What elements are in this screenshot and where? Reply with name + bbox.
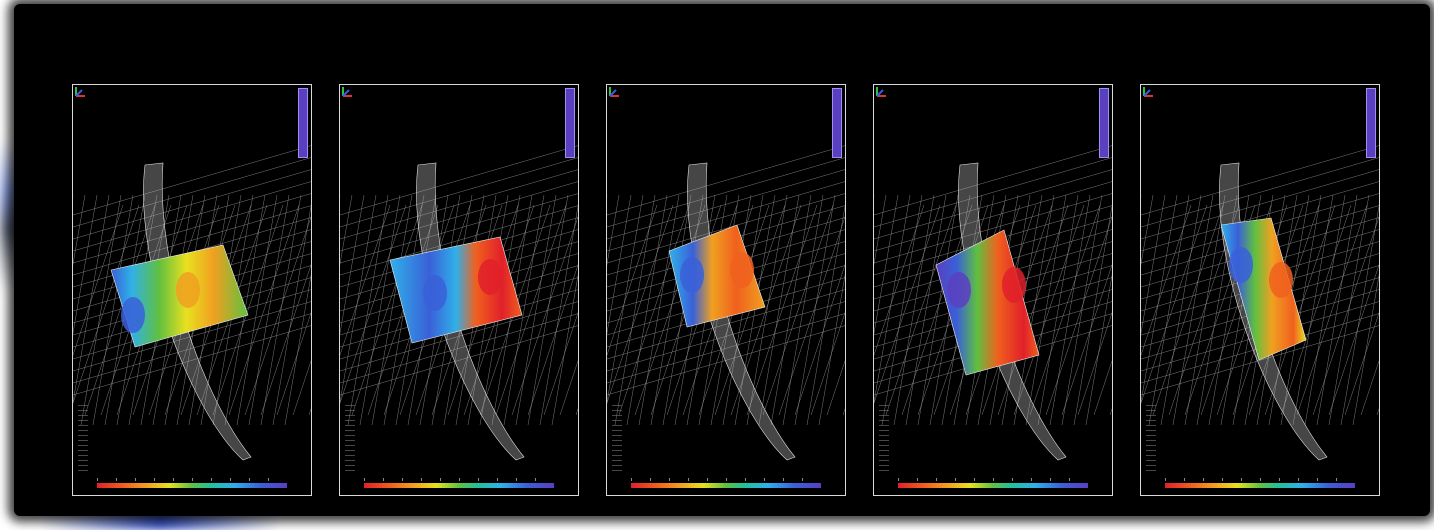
panel-4 (873, 84, 1113, 496)
legend-text-block (78, 405, 88, 475)
axis-triad-icon (75, 87, 85, 97)
side-label-tag (832, 88, 842, 158)
mesh-scene (73, 145, 311, 461)
contour-spot (1229, 247, 1253, 283)
axis-triad-icon (342, 87, 352, 97)
contour-spot (478, 259, 502, 295)
side-label-tag (298, 88, 308, 158)
colorbar-ticks (364, 478, 554, 481)
side-label-tag (565, 88, 575, 158)
contour-block (935, 229, 1040, 376)
colorbar (364, 483, 554, 488)
legend-text-block (1146, 405, 1156, 475)
axis-triad-icon (1143, 87, 1153, 97)
mesh-scene (874, 145, 1112, 461)
panel-3 (606, 84, 846, 496)
mesh-scene (607, 145, 845, 461)
contour-spot (121, 297, 145, 333)
contour-spot (1269, 262, 1293, 298)
axis-triad-icon (876, 87, 886, 97)
colorbar-ticks (898, 478, 1088, 481)
legend-text-block (612, 405, 622, 475)
contour-block (668, 224, 766, 328)
contour-spot (176, 272, 200, 308)
side-label-tag (1366, 88, 1376, 158)
contour-spot (947, 272, 971, 308)
colorbar (631, 483, 821, 488)
colorbar-ticks (97, 478, 287, 481)
colorbar-ticks (1165, 478, 1355, 481)
mesh-scene (340, 145, 578, 461)
panel-5 (1140, 84, 1380, 496)
mesh-scene (1141, 145, 1379, 461)
colorbar-ticks (631, 478, 821, 481)
panel-2 (339, 84, 579, 496)
panel-1 (72, 84, 312, 496)
contour-block (389, 236, 523, 344)
contour-spot (680, 257, 704, 293)
colorbar (97, 483, 287, 488)
colorbar (1165, 483, 1355, 488)
contour-spot (1002, 267, 1026, 303)
wireframe-mesh (874, 145, 1112, 426)
axis-triad-icon (609, 87, 619, 97)
legend-text-block (345, 405, 355, 475)
side-label-tag (1099, 88, 1109, 158)
contour-spot (423, 275, 447, 311)
colorbar (898, 483, 1088, 488)
legend-text-block (879, 405, 889, 475)
contour-spot (730, 252, 754, 288)
